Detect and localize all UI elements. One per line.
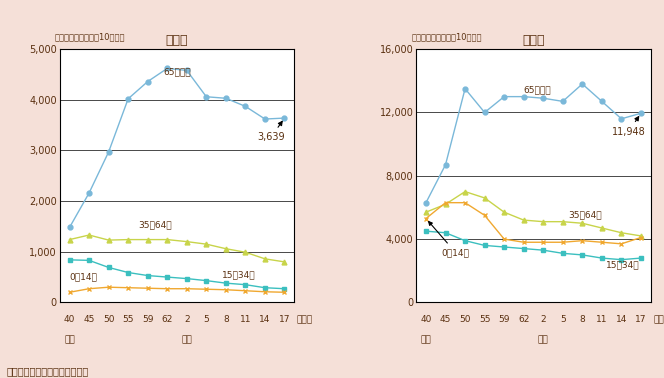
Text: 平成: 平成 — [538, 335, 548, 344]
Text: 65歳以上: 65歳以上 — [524, 85, 551, 94]
Text: 50: 50 — [459, 315, 471, 324]
Text: （各年齢階級別人口10万対）: （各年齢階級別人口10万対） — [55, 33, 125, 42]
Text: （年）: （年） — [297, 315, 313, 324]
Text: 45: 45 — [440, 315, 452, 324]
Text: 11: 11 — [240, 315, 251, 324]
Text: 17: 17 — [279, 315, 290, 324]
Text: 65歳以上: 65歳以上 — [163, 67, 191, 76]
Text: 8: 8 — [580, 315, 585, 324]
Text: 62: 62 — [518, 315, 529, 324]
Text: 17: 17 — [635, 315, 647, 324]
Text: 55: 55 — [479, 315, 490, 324]
Text: 50: 50 — [103, 315, 114, 324]
Text: 昭和: 昭和 — [420, 335, 432, 344]
Text: 35～64歳: 35～64歳 — [568, 210, 602, 219]
Text: （各年齢階級別人口10万対）: （各年齢階級別人口10万対） — [412, 33, 482, 42]
Text: 35～64歳: 35～64歳 — [138, 220, 171, 229]
Text: 40: 40 — [420, 315, 432, 324]
Text: 59: 59 — [142, 315, 153, 324]
Text: 8: 8 — [223, 315, 228, 324]
Text: 2: 2 — [184, 315, 190, 324]
Text: （年）: （年） — [653, 315, 664, 324]
Text: 5: 5 — [560, 315, 566, 324]
Title: 入　院: 入 院 — [166, 34, 189, 46]
Text: 15～34歳: 15～34歳 — [606, 260, 639, 270]
Text: 5: 5 — [203, 315, 209, 324]
Title: 外　来: 外 来 — [522, 34, 544, 46]
Text: 40: 40 — [64, 315, 75, 324]
Text: 2: 2 — [540, 315, 546, 324]
Text: 0～14歳: 0～14歳 — [70, 273, 98, 282]
Text: 資料：厘生労働省「患者調査」: 資料：厘生労働省「患者調査」 — [7, 366, 89, 376]
Text: 59: 59 — [499, 315, 510, 324]
Text: 3,639: 3,639 — [257, 121, 285, 142]
Text: 45: 45 — [84, 315, 95, 324]
Text: 14: 14 — [616, 315, 627, 324]
Text: 11: 11 — [596, 315, 608, 324]
Text: 平成: 平成 — [181, 335, 192, 344]
Text: 11,948: 11,948 — [612, 116, 645, 136]
Text: 昭和: 昭和 — [64, 335, 75, 344]
Text: 15～34歳: 15～34歳 — [222, 271, 256, 280]
Text: 62: 62 — [161, 315, 173, 324]
Text: 0～14歳: 0～14歳 — [429, 222, 469, 257]
Text: 55: 55 — [122, 315, 134, 324]
Text: 14: 14 — [259, 315, 271, 324]
